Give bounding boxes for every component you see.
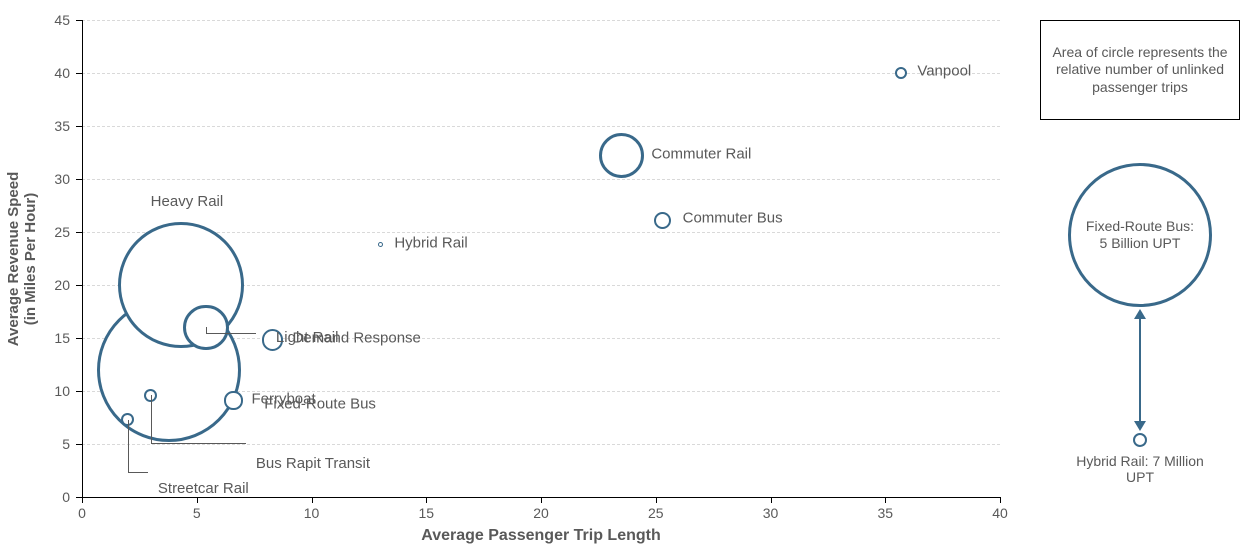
y-tick-label: 25 <box>54 224 70 240</box>
gridline <box>82 73 1000 74</box>
x-tick-label: 15 <box>418 505 434 521</box>
y-tick <box>76 232 82 233</box>
gridline <box>82 20 1000 21</box>
y-tick-label: 15 <box>54 330 70 346</box>
legend-description: Area of circle represents the relative n… <box>1049 44 1231 97</box>
data-label: Vanpool <box>917 63 971 80</box>
x-tick-label: 0 <box>78 505 86 521</box>
callout-line <box>128 420 129 472</box>
data-label: Ferryboat <box>251 390 315 407</box>
gridline <box>82 179 1000 180</box>
x-tick-label: 40 <box>992 505 1008 521</box>
legend-box: Area of circle represents the relative n… <box>1040 20 1240 120</box>
legend-arrow <box>1139 317 1141 423</box>
y-tick-label: 45 <box>54 12 70 28</box>
y-tick-label: 20 <box>54 277 70 293</box>
x-tick <box>82 497 83 503</box>
y-tick <box>76 73 82 74</box>
data-bubble <box>224 391 242 409</box>
y-axis-label: Average Revenue Speed (in Miles Per Hour… <box>5 109 39 409</box>
y-tick <box>76 497 82 498</box>
gridline <box>82 232 1000 233</box>
x-tick <box>197 497 198 503</box>
callout-line <box>151 443 246 444</box>
data-label: Heavy Rail <box>151 193 224 210</box>
data-label: Commuter Bus <box>683 210 783 227</box>
x-axis-label: Average Passenger Trip Length <box>421 527 660 545</box>
y-tick-label: 35 <box>54 118 70 134</box>
data-label: Commuter Rail <box>651 145 751 162</box>
y-tick-label: 5 <box>62 436 70 452</box>
y-tick <box>76 20 82 21</box>
y-tick-label: 10 <box>54 383 70 399</box>
legend-small-circle <box>1133 433 1147 447</box>
callout-line <box>128 472 148 473</box>
stage: Average Revenue Speed (in Miles Per Hour… <box>0 0 1258 556</box>
y-tick <box>76 179 82 180</box>
x-tick <box>312 497 313 503</box>
y-tick <box>76 391 82 392</box>
x-tick-label: 30 <box>763 505 779 521</box>
y-tick <box>76 338 82 339</box>
data-label: Bus Rapit Transit <box>256 455 370 472</box>
data-label: Streetcar Rail <box>158 480 249 497</box>
data-bubble <box>654 212 671 229</box>
y-tick-label: 40 <box>54 65 70 81</box>
data-label: Demand Response <box>292 330 420 347</box>
x-tick <box>771 497 772 503</box>
x-tick-label: 35 <box>877 505 893 521</box>
y-tick <box>76 285 82 286</box>
legend-arrow-head-up <box>1134 309 1146 319</box>
x-tick-label: 25 <box>648 505 664 521</box>
x-tick <box>656 497 657 503</box>
y-tick-label: 30 <box>54 171 70 187</box>
y-axis <box>82 20 83 497</box>
legend-large-circle: Fixed-Route Bus: 5 Billion UPT <box>1068 163 1212 307</box>
x-tick <box>1000 497 1001 503</box>
x-tick <box>541 497 542 503</box>
x-tick-label: 5 <box>193 505 201 521</box>
callout-line <box>151 395 152 443</box>
data-label: Hybrid Rail <box>394 234 467 251</box>
gridline <box>82 126 1000 127</box>
x-tick-label: 10 <box>304 505 320 521</box>
x-tick-label: 20 <box>533 505 549 521</box>
y-tick <box>76 126 82 127</box>
x-tick <box>885 497 886 503</box>
x-tick <box>426 497 427 503</box>
y-tick <box>76 444 82 445</box>
legend-small-label: Hybrid Rail: 7 Million UPT <box>1070 453 1210 485</box>
legend-large-label: Fixed-Route Bus: 5 Billion UPT <box>1071 208 1209 263</box>
callout-line <box>226 333 256 334</box>
y-tick-label: 0 <box>62 489 70 505</box>
legend-arrow-head-down <box>1134 421 1146 431</box>
